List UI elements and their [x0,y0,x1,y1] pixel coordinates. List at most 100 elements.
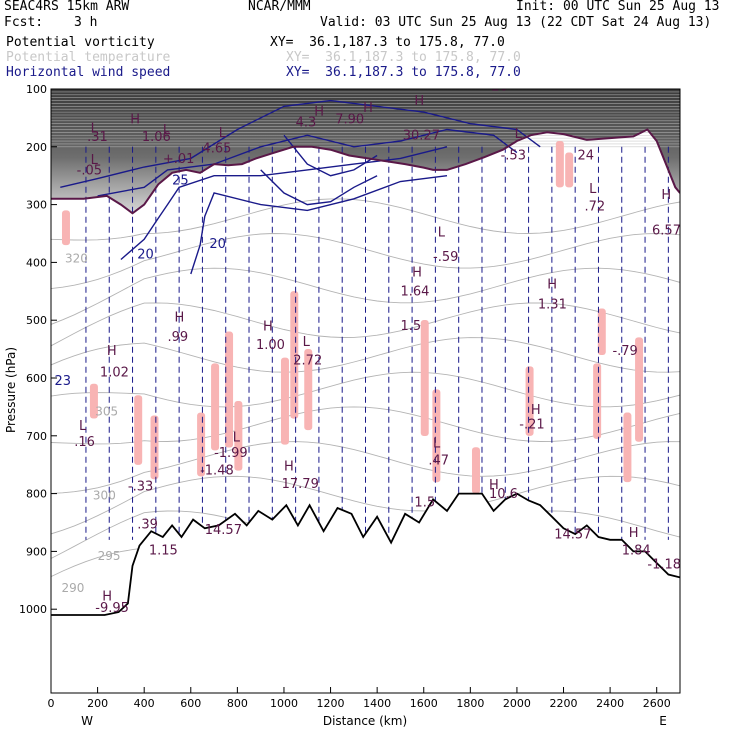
pv-extremum-label: -.59 [433,250,458,265]
pv-extremum-label: +.01 [163,152,195,167]
pv-anomaly-streak [635,337,644,442]
pv-extremum-label: 1.06 [142,130,171,145]
theta-contour [51,267,680,325]
pv-extremum-label: 1.00 [256,338,285,353]
y-tick-label: 400 [26,256,47,269]
pv-extremum-label: -.33 [128,480,153,495]
x-tick-label: 800 [227,697,248,710]
y-tick-label: 600 [26,372,47,385]
pv-extremum-label: H [107,344,117,359]
pv-anomaly-streak [597,308,606,355]
pv-extremum-label: -1.99 [214,446,248,461]
pv-anomaly-streak [225,331,234,448]
forecast-hour: 3 h [74,15,98,30]
pv-extremum-label: -9.95 [95,601,129,616]
pv-anomaly-streak [150,415,159,480]
pv-extremum-label: 1.02 [100,365,129,380]
pv-extremum-label: H [102,590,112,605]
model-title: SEAC4RS 15km ARW [4,0,130,14]
pv-extremum-label: H [531,403,541,418]
pv-anomaly-streak [197,412,206,477]
x-tick-label: 1600 [410,697,438,710]
pv-extremum-label: L [163,123,171,138]
pv-extremum-label: L [515,127,523,142]
theta-contour-label: 300 [93,488,116,502]
terrain-surface [51,492,680,616]
plot-frame [50,88,681,694]
wind-speed-contour [97,128,518,197]
pv-extremum-label: 1.5 [400,319,421,334]
x-tick-label: 2000 [503,697,531,710]
pv-extremum-label: L [91,121,99,136]
pv-extremum-label: H [629,526,639,541]
x-tick-label: 1000 [270,697,298,710]
pv-extremum-label: -.21 [519,417,544,432]
forecast-label: Fcst: [4,15,44,30]
x-tick-label: 200 [87,697,108,710]
pv-extremum-label: 1.5 [414,495,435,510]
pv-extremum-label: L [79,419,87,434]
wind-speed-label: 20 [137,247,154,262]
theta-contour-label: 305 [95,405,118,419]
pv-anomaly-streak [304,348,313,431]
pv-extremum-label: H [414,94,424,109]
pv-extremum-label: 10.6 [489,487,518,502]
pv-extremum-label: 1.15 [149,543,178,558]
wind-speed-contour [60,99,541,188]
pv-extremum-label: 4.3 [296,116,317,131]
pv-anomaly-streak [555,140,564,188]
pv-anomaly-streak [471,447,480,494]
pv-extremum-label: 2.72 [293,354,322,369]
pv-extremum-label: L [433,436,441,451]
pv-extremum-label: L [589,182,597,197]
valid-time: Valid: 03 UTC Sun 25 Aug 13 (22 CDT Sat … [320,15,712,30]
x-tick-label: 2600 [643,697,671,710]
pv-extremum-label: 14.57 [554,528,591,543]
pv-extremum-label: H [363,101,373,116]
theta-contour-label: 295 [98,549,121,563]
init-time: Init: 00 UTC Sun 25 Aug 13 [516,0,720,14]
pv-anomaly-streak [432,389,441,483]
pv-anomaly-streak [565,152,574,188]
pv-anomaly-streak [593,363,602,439]
y-tick-label: 100 [26,83,47,96]
pv-anomaly-streak [420,320,429,436]
pv-anomaly-streak [525,366,534,436]
wind-speed-contour [190,175,448,275]
y-tick-label: 500 [26,314,47,327]
pv-extremum-label: L [438,225,446,240]
pv-anomaly-streak [280,357,289,445]
pv-extremum-label: L [91,153,99,168]
wind-speed-label: 25 [172,173,189,188]
pv-extremum-label: .99 [167,330,188,345]
y-axis-label: Pressure (hPa) [4,347,18,433]
pv-extremum-label: .16 [74,435,95,450]
pv-extremum-label: H [284,459,294,474]
y-tick-label: 800 [26,488,47,501]
pv-anomaly-streak [623,412,632,483]
pv-anomaly-streak [61,210,70,246]
x-tick-label: 0 [48,697,55,710]
pv-extremum-label: 24 [577,149,594,164]
wind-speed-label: 23 [54,374,71,389]
pv-extremum-label: L [233,431,241,446]
pv-extremum-label: H [661,188,671,203]
x-axis-east-label: E [659,714,667,728]
legend-pv-name: Potential vorticity [6,35,155,50]
pv-extremum-label: H [489,478,499,493]
pv-extremum-label: 26 [491,80,508,95]
pv-extremum-label: .39 [137,517,158,532]
pv-tropopause-contour [51,128,680,215]
x-axis-west-label: W [81,714,93,728]
pv-anomaly-streak [211,363,220,451]
wind-speed-label: 20 [209,237,226,252]
pv-anomaly-streak [134,395,143,465]
pv-extremum-label: 1.84 [622,543,651,558]
pv-extremum-label: 17.79 [282,477,319,492]
pv-extremum-label: -.53 [501,149,526,164]
pv-extremum-label: -1.48 [200,464,234,479]
pv-extremum-label: H [174,310,184,325]
pv-extremum-label: H [130,113,140,128]
theta-contour-label: 290 [61,581,84,595]
